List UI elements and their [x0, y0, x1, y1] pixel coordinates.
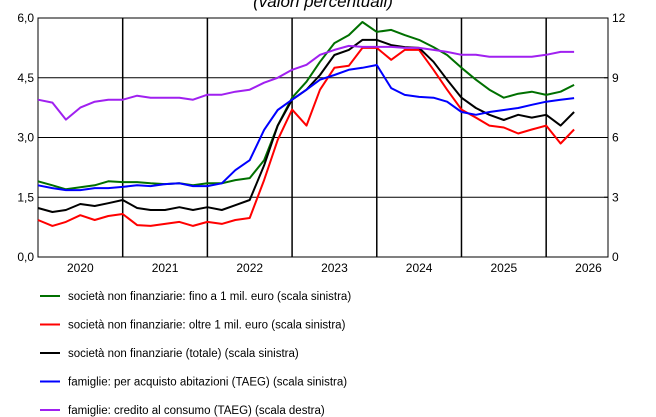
y2-tick-label: 9	[612, 71, 619, 85]
x-tick-label: 2023	[321, 261, 348, 275]
y2-tick-label: 3	[612, 190, 619, 204]
series-line	[37, 46, 575, 227]
y-tick-label: 6,0	[17, 11, 34, 25]
y-tick-label: 1,5	[17, 190, 34, 204]
legend-label: famiglie: credito al consumo (TAEG) (sca…	[68, 405, 325, 417]
y2-tick-label: 12	[612, 11, 626, 25]
x-tick-label: 2024	[406, 261, 433, 275]
y-tick-label: 0,0	[17, 250, 34, 264]
legend-label: società non finanziarie (totale) (scala …	[68, 348, 299, 360]
x-tick-label: 2025	[490, 261, 517, 275]
x-tick-label: 2022	[236, 261, 263, 275]
x-tick-label: 2020	[67, 261, 94, 275]
y-tick-label: 4,5	[17, 71, 34, 85]
series-line	[37, 64, 575, 192]
y-tick-label: 3,0	[17, 131, 34, 145]
x-tick-label: 2021	[152, 261, 179, 275]
series-line	[37, 21, 575, 191]
series-line	[37, 44, 575, 121]
x-tick-label: 2026	[575, 261, 602, 275]
legend-label: società non finanziarie: oltre 1 mil. eu…	[68, 320, 346, 332]
legend-label: famiglie: per acquisto abitazioni (TAEG)…	[68, 377, 347, 389]
chart-title: (valori percentuali)	[253, 0, 393, 11]
legend-label: società non finanziarie: fino a 1 mil. e…	[68, 291, 351, 303]
plot-frame	[37, 17, 609, 258]
y2-tick-label: 6	[612, 131, 619, 145]
y2-tick-label: 0	[612, 250, 619, 264]
